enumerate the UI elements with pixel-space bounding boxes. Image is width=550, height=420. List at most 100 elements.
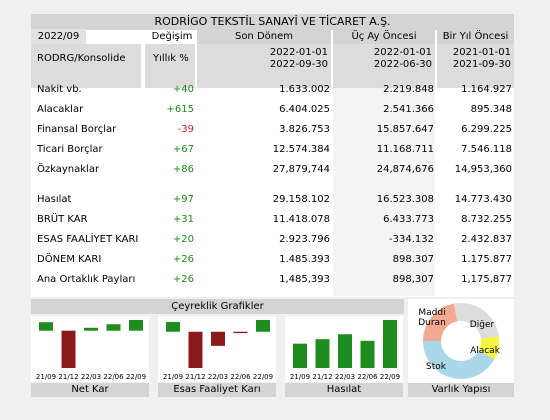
bar bbox=[39, 322, 53, 331]
charts-header: Çeyreklik Grafikler bbox=[31, 299, 404, 314]
row-label: Ana Ortaklık Payları bbox=[37, 274, 136, 285]
row-current-value: 1,485,393 bbox=[279, 274, 330, 285]
donut-segment bbox=[478, 336, 499, 360]
company-title: RODRİGO TEKSTİL SANAYİ VE TİCARET A.Ş. bbox=[31, 14, 514, 30]
quarter-ago-dates-cell: 2022-01-01 2022-06-30 bbox=[333, 44, 435, 88]
quarter-tick-label: 22/06 bbox=[103, 373, 124, 381]
row-label: Alacaklar bbox=[37, 104, 84, 115]
chart-label: Esas Faaliyet Karı bbox=[158, 383, 276, 397]
row-year-ago-value: 1.164.927 bbox=[461, 84, 512, 95]
table-row: DÖNEM KARI +26 1.485.393 898.307 1.175.877 bbox=[31, 250, 514, 270]
chart-2: 21/09 21/12 22/03 22/06 22/09 bbox=[285, 316, 403, 382]
basis-cell: RODRG/Konsolide bbox=[31, 44, 141, 88]
quarter-tick-label: 22/06 bbox=[357, 373, 378, 381]
table-row: Finansal Borçlar -39 3.826.753 15.857.647 6.… bbox=[31, 120, 514, 140]
row-quarter-ago-value: 16.523.308 bbox=[376, 194, 434, 205]
table-row: ESAS FAALİYET KARI +20 2.923.796 -334.132 2.… bbox=[31, 230, 514, 250]
row-year-ago-value: 14.773.430 bbox=[454, 194, 512, 205]
row-year-ago-value: 6.299.225 bbox=[461, 124, 512, 135]
row-change: +26 bbox=[172, 274, 194, 285]
chart-label: Hasılat bbox=[285, 383, 403, 397]
year-ago-end-date: 2021-09-30 bbox=[452, 59, 511, 70]
row-label: BRÜT KAR bbox=[37, 214, 88, 225]
row-quarter-ago-value: 11.168.711 bbox=[376, 144, 434, 155]
row-change: -39 bbox=[177, 124, 194, 135]
quarter-tick-label: 22/09 bbox=[126, 373, 146, 381]
basis-label: RODRG/Konsolide bbox=[37, 53, 126, 64]
quarter-tick-label: 21/09 bbox=[290, 373, 310, 381]
donut-label: Diğer bbox=[470, 320, 495, 330]
row-year-ago-value: 7.546.118 bbox=[461, 144, 512, 155]
donut-segment bbox=[423, 341, 495, 379]
bar bbox=[188, 331, 203, 368]
row-change: +26 bbox=[172, 254, 194, 265]
row-quarter-ago-value: 898.307 bbox=[392, 254, 434, 265]
row-year-ago-value: 14,953,360 bbox=[454, 164, 512, 175]
row-change: +40 bbox=[172, 84, 194, 95]
bar bbox=[129, 320, 143, 331]
row-current-value: 3.826.753 bbox=[279, 124, 330, 135]
row-quarter-ago-value: 15.857.647 bbox=[376, 124, 434, 135]
quarter-ago-column-shade bbox=[333, 88, 435, 296]
quarterly-bar-chart: 21/09 21/12 22/03 22/06 22/09 bbox=[163, 320, 273, 381]
quarterly-bar-chart: 21/09 21/12 22/03 22/06 22/09 bbox=[36, 320, 146, 381]
donut-segment bbox=[423, 303, 458, 341]
row-year-ago-value: 8.732.255 bbox=[461, 214, 512, 225]
row-label: ESAS FAALİYET KARI bbox=[37, 234, 139, 245]
row-quarter-ago-value: 2.219.848 bbox=[383, 84, 434, 95]
row-quarter-ago-value: 898,307 bbox=[392, 274, 434, 285]
year-ago-header: Bir Yıl Öncesi bbox=[437, 29, 514, 44]
quarter-tick-label: 21/09 bbox=[36, 373, 56, 381]
donut-label: Alacak bbox=[470, 346, 501, 356]
row-year-ago-value: 2.432.837 bbox=[461, 234, 512, 245]
row-change: +97 bbox=[172, 194, 194, 205]
chart-1: 21/09 21/12 22/03 22/06 22/09 bbox=[158, 316, 276, 382]
quarter-tick-label: 22/03 bbox=[335, 373, 355, 381]
table-row: BRÜT KAR +31 11.418.078 6.433.773 8.732.255 bbox=[31, 210, 514, 230]
row-year-ago-value: 1,175,877 bbox=[461, 274, 512, 285]
quarter-ago-end-date: 2022-06-30 bbox=[373, 59, 432, 70]
donut-label: Stok bbox=[426, 362, 447, 372]
row-quarter-ago-value: -334.132 bbox=[389, 234, 434, 245]
row-quarter-ago-value: 2.541.366 bbox=[383, 104, 434, 115]
row-label: Özkaynaklar bbox=[37, 164, 100, 175]
quarter-tick-label: 22/09 bbox=[253, 373, 273, 381]
row-label: Nakit vb. bbox=[37, 84, 82, 95]
row-label: Hasılat bbox=[37, 194, 72, 205]
period-header: 2022/09 bbox=[31, 29, 86, 44]
table-row: Hasılat +97 29.158.102 16.523.308 14.773.430 bbox=[31, 190, 514, 210]
year-ago-dates-cell: 2021-01-01 2021-09-30 bbox=[437, 44, 514, 88]
bar bbox=[61, 330, 76, 368]
row-quarter-ago-value: 24,874,676 bbox=[376, 164, 434, 175]
row-current-value: 27,879,744 bbox=[272, 164, 330, 175]
donut-label: Duran bbox=[418, 318, 446, 328]
bar bbox=[383, 320, 397, 368]
quarter-tick-label: 22/03 bbox=[208, 373, 228, 381]
row-quarter-ago-value: 6.433.773 bbox=[383, 214, 434, 225]
table-row: Alacaklar +615 6.404.025 2.541.366 895.348 bbox=[31, 100, 514, 120]
bar bbox=[106, 324, 121, 331]
bar bbox=[84, 327, 98, 331]
change-header: Değişim bbox=[151, 31, 193, 42]
bar bbox=[256, 320, 270, 332]
summary-table: RODRİGO TEKSTİL SANAYİ VE TİCARET A.Ş. 2… bbox=[31, 14, 514, 297]
quarter-tick-label: 21/12 bbox=[58, 373, 78, 381]
row-current-value: 1.485.393 bbox=[279, 254, 330, 265]
bar bbox=[360, 340, 375, 368]
asset-structure-chart: Maddi Duran Diğer Alacak Stok bbox=[408, 299, 514, 383]
row-change: +86 bbox=[172, 164, 194, 175]
quarter-tick-label: 21/09 bbox=[163, 373, 183, 381]
row-year-ago-value: 895.348 bbox=[470, 104, 512, 115]
row-current-value: 6.404.025 bbox=[279, 104, 330, 115]
row-current-value: 2.923.796 bbox=[279, 234, 330, 245]
year-ago-start-date: 2021-01-01 bbox=[452, 47, 511, 58]
quarter-tick-label: 21/12 bbox=[185, 373, 205, 381]
table-row: Özkaynaklar +86 27,879,744 24,874,676 14,953… bbox=[31, 160, 514, 180]
quarter-tick-label: 22/09 bbox=[380, 373, 400, 381]
bar bbox=[338, 334, 352, 368]
row-current-value: 12.574.384 bbox=[272, 144, 330, 155]
row-label: DÖNEM KARI bbox=[37, 254, 102, 265]
chart-label: Net Kar bbox=[31, 383, 149, 397]
row-change: +20 bbox=[172, 234, 194, 245]
